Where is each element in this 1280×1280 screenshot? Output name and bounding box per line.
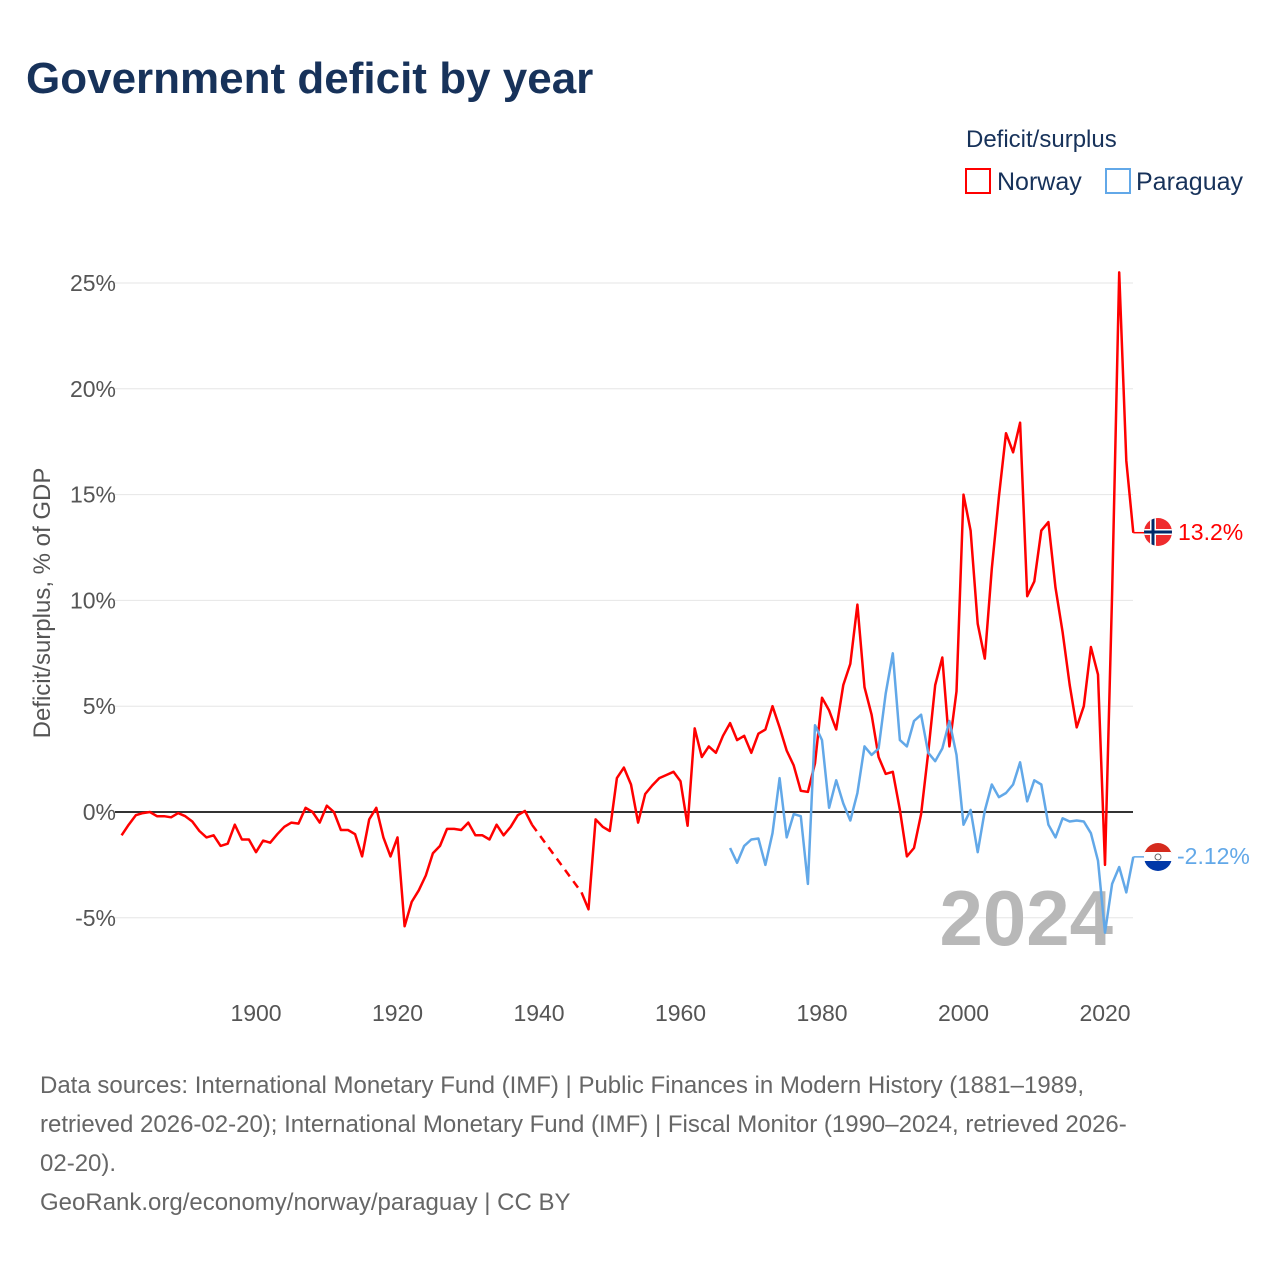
y-tick-label: 20% xyxy=(70,376,116,402)
legend-item-paraguay[interactable]: Paraguay xyxy=(1105,168,1244,196)
y-tick-label: -5% xyxy=(75,905,116,931)
y-tick-label: 0% xyxy=(83,799,116,825)
legend-label-paraguay: Paraguay xyxy=(1136,168,1244,196)
footer-sources-line-3: 02-20). xyxy=(40,1150,116,1177)
footer-sources-line-2: retrieved 2026-02-20); International Mon… xyxy=(40,1111,1127,1138)
end-label-norway: 13.2% xyxy=(1178,519,1243,545)
legend-swatch-norway xyxy=(965,168,991,194)
series-line-norway xyxy=(120,804,534,928)
x-tick-label: 1980 xyxy=(796,1000,847,1026)
legend-item-norway[interactable]: Norway xyxy=(965,168,1082,196)
year-watermark: 2024 xyxy=(939,874,1113,962)
legend-swatch-paraguay xyxy=(1105,168,1131,194)
x-tick-label: 1960 xyxy=(655,1000,706,1026)
y-tick-label: 15% xyxy=(70,482,116,508)
legend-title: Deficit/surplus xyxy=(966,126,1117,153)
footer: Data sources: International Monetary Fun… xyxy=(40,1072,1127,1216)
series-line-paraguay xyxy=(728,652,1135,934)
x-tick-label: 1920 xyxy=(372,1000,423,1026)
chart-title: Government deficit by year xyxy=(26,54,593,103)
y-axis-label: Deficit/surplus, % of GDP xyxy=(29,468,56,739)
gridlines xyxy=(115,282,1133,919)
legend-label-norway: Norway xyxy=(997,168,1082,196)
norway-flag-icon xyxy=(1144,518,1172,546)
series-gap-norway xyxy=(530,823,583,894)
y-axis: -5% 0% 5% 10% 15% 20% 25% xyxy=(70,270,116,931)
end-marker-norway: 13.2% xyxy=(1144,518,1243,546)
x-axis: 1900 1920 1940 1960 1980 2000 2020 xyxy=(230,1000,1130,1026)
x-tick-label: 2000 xyxy=(938,1000,989,1026)
x-tick-label: 1940 xyxy=(513,1000,564,1026)
paraguay-flag-icon xyxy=(1144,843,1172,871)
end-label-paraguay: -2.12% xyxy=(1177,843,1250,869)
series-lines xyxy=(120,271,1144,934)
legend: Deficit/surplus Norway Paraguay xyxy=(965,126,1244,196)
footer-sources-line-1: Data sources: International Monetary Fun… xyxy=(40,1072,1084,1099)
series-line-norway xyxy=(580,271,1135,911)
y-tick-label: 25% xyxy=(70,270,116,296)
x-tick-label: 1900 xyxy=(230,1000,281,1026)
y-tick-label: 5% xyxy=(83,693,116,719)
x-tick-label: 2020 xyxy=(1079,1000,1130,1026)
y-tick-label: 10% xyxy=(70,587,116,613)
end-marker-paraguay: -2.12% xyxy=(1144,843,1250,871)
footer-attribution-link[interactable]: GeoRank.org/economy/norway/paraguay | CC… xyxy=(40,1189,571,1216)
